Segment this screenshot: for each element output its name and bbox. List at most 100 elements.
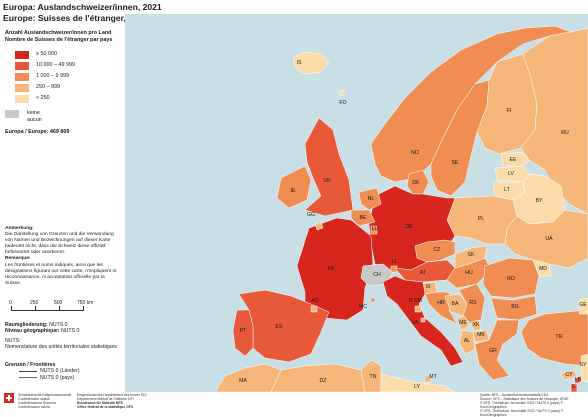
footer-orgs: Schweizerische Eidgenossenschaft Confédé… bbox=[18, 393, 71, 409]
legend-nodata-de: keine bbox=[27, 110, 40, 116]
country-ee bbox=[500, 151, 530, 167]
country-label-lt: LT bbox=[504, 187, 510, 193]
country-label-mt: MT bbox=[429, 374, 437, 380]
country-label-sk: SK bbox=[468, 252, 475, 258]
nuts-level-fr-label: Niveau géographique: bbox=[5, 328, 60, 335]
scale-tick bbox=[11, 306, 12, 311]
country-label-ge: GE bbox=[579, 302, 587, 308]
country-mt bbox=[424, 375, 432, 383]
legend-class-label: < 250 bbox=[36, 95, 50, 102]
legend-swatch bbox=[15, 61, 29, 70]
country-label-il: IL bbox=[572, 384, 576, 390]
country-sm bbox=[414, 305, 422, 313]
country-label-gg: GG bbox=[307, 212, 315, 218]
footer-org: Confederazione Svizzera bbox=[18, 401, 56, 405]
legend-class-label: 250 – 999 bbox=[36, 84, 60, 91]
country-gg bbox=[314, 221, 324, 231]
legend-class-row: ≥ 50 000 bbox=[5, 49, 117, 60]
footer-source-line: Quelle: BFS – Auslandschweizerstatistik … bbox=[480, 393, 549, 397]
country-pt bbox=[232, 309, 254, 357]
footer-source-line: © BFS, ThemaKart, Neuchâtel 2022 / NUTS … bbox=[480, 401, 563, 409]
country-label-li: LI bbox=[392, 259, 396, 265]
country-label-ad: AD bbox=[311, 298, 318, 304]
legend-class-label: ≥ 50 000 bbox=[36, 51, 57, 58]
country-ro bbox=[482, 257, 540, 299]
country-bg bbox=[490, 295, 538, 321]
country-dz bbox=[270, 363, 366, 392]
nuts-level-de-label: Raumgliederung: bbox=[5, 322, 48, 328]
country-label-ly: LY bbox=[414, 384, 420, 390]
nuts-label: NUTS: bbox=[5, 337, 21, 344]
country-label-ua: UA bbox=[545, 236, 553, 242]
country-label-tn: TN bbox=[370, 374, 377, 380]
country-label-es: ES bbox=[276, 324, 283, 330]
country-al bbox=[458, 329, 476, 355]
country-label-fr: FR bbox=[328, 266, 335, 272]
country-label-ru: RU bbox=[561, 130, 569, 136]
footer: Schweizerische Eidgenossenschaft Confédé… bbox=[0, 392, 588, 417]
country-fo bbox=[338, 89, 346, 97]
scale-label: 750 km bbox=[77, 300, 94, 306]
country-label-me: ME bbox=[459, 320, 467, 326]
footer-dept: Eidgenössisches Departement des Innern E… bbox=[77, 393, 147, 397]
scale-label: 500 bbox=[54, 300, 63, 306]
nuts-text: Nomenclature des unités territoriales st… bbox=[5, 343, 117, 350]
legend-swatch bbox=[15, 50, 29, 59]
border-line-symbol bbox=[19, 370, 37, 372]
scale-label: 250 bbox=[30, 300, 39, 306]
map-note: Anmerkung: Die Darstellung von Grenzen u… bbox=[5, 226, 117, 287]
scale-bar: 0 250 500 750 km bbox=[5, 300, 115, 320]
country-label-lu: LU bbox=[372, 226, 379, 232]
country-me bbox=[456, 315, 470, 331]
country-label-gr: GR bbox=[489, 348, 497, 354]
country-label-cz: CZ bbox=[434, 247, 441, 253]
nuts-info: Raumgliederung: NUTS 0 Niveau géographiq… bbox=[5, 322, 117, 350]
country-label-fi: FI bbox=[507, 108, 512, 114]
country-label-ie: IE bbox=[291, 188, 296, 194]
legend-nodata-swatch bbox=[5, 110, 19, 118]
country-tn bbox=[360, 359, 382, 392]
map-title-fr: Europe: Suisses de l'étranger, en 2021 bbox=[3, 13, 160, 23]
footer-dept: Bundesamt für Statistik BFS bbox=[77, 401, 123, 405]
borders-legend: Grenzen / Frontières NUTS 0 (Länder) NUT… bbox=[5, 362, 117, 381]
country-uk bbox=[304, 117, 354, 217]
legend-title-de: Anzahl Auslandschweizer/innen pro Land bbox=[5, 30, 112, 36]
nuts-level-value-fr: NUTS 0 bbox=[60, 328, 80, 335]
country-label-si: SI bbox=[426, 284, 431, 290]
country-label-mc: MC bbox=[359, 304, 367, 310]
country-il bbox=[570, 383, 578, 392]
country-label-xk: XK bbox=[473, 322, 480, 328]
country-nl bbox=[358, 187, 382, 211]
country-label-rs: RS bbox=[469, 300, 477, 306]
country-label-uk: UK bbox=[323, 178, 331, 184]
legend-class-row: 1 000 – 9 999 bbox=[5, 71, 117, 82]
scale-tick bbox=[59, 306, 60, 311]
country-label-sm: SM bbox=[414, 298, 422, 304]
country-xk bbox=[470, 319, 482, 331]
country-label-ma: MA bbox=[239, 378, 247, 384]
country-label-fo: FO bbox=[339, 100, 346, 106]
footer-departments: Eidgenössisches Departement des Innern E… bbox=[77, 393, 147, 409]
country-label-by: BY bbox=[536, 198, 543, 204]
map-svg: IS NO SE FI DK EE LV LT RU BY UA PL DE NL BE LU UK IE FR CH… bbox=[214, 25, 588, 392]
map-title-block: Europa: Auslandschweizer/innen, 2021 Eur… bbox=[3, 2, 162, 24]
country-ma bbox=[214, 363, 282, 392]
legend: Anzahl Auslandschweizer/innen pro Land N… bbox=[5, 30, 117, 136]
country-label-pl: PL bbox=[478, 216, 484, 222]
country-label-tr: TR bbox=[556, 334, 563, 340]
note-text-de: Die Darstellung von Grenzen und die Verw… bbox=[5, 232, 114, 256]
border-row-de-label: NUTS 0 (Länder) bbox=[40, 368, 80, 375]
footer-source-line: Source: OFS – Statistique des Suisses de… bbox=[480, 397, 569, 401]
country-be bbox=[350, 209, 376, 227]
legend-swatch bbox=[15, 94, 29, 103]
legend-swatch bbox=[15, 72, 29, 81]
country-label-bg: BG bbox=[511, 304, 519, 310]
legend-swatch bbox=[15, 83, 29, 92]
legend-class-label: 10 000 – 49 999 bbox=[36, 62, 75, 69]
country-label-hu: HU bbox=[465, 270, 473, 276]
legend-nodata-fr: aucun bbox=[27, 116, 42, 123]
legend-class-row: 250 – 999 bbox=[5, 82, 117, 93]
legend-class-label: 1 000 – 9 999 bbox=[36, 73, 69, 80]
europe-map: IS NO SE FI DK EE LV LT RU BY UA PL DE NL BE LU UK IE FR CH… bbox=[125, 14, 588, 392]
footer-source-line: © OFS, ThemaKart, Neuchâtel 2022 / NUTS … bbox=[480, 409, 564, 417]
